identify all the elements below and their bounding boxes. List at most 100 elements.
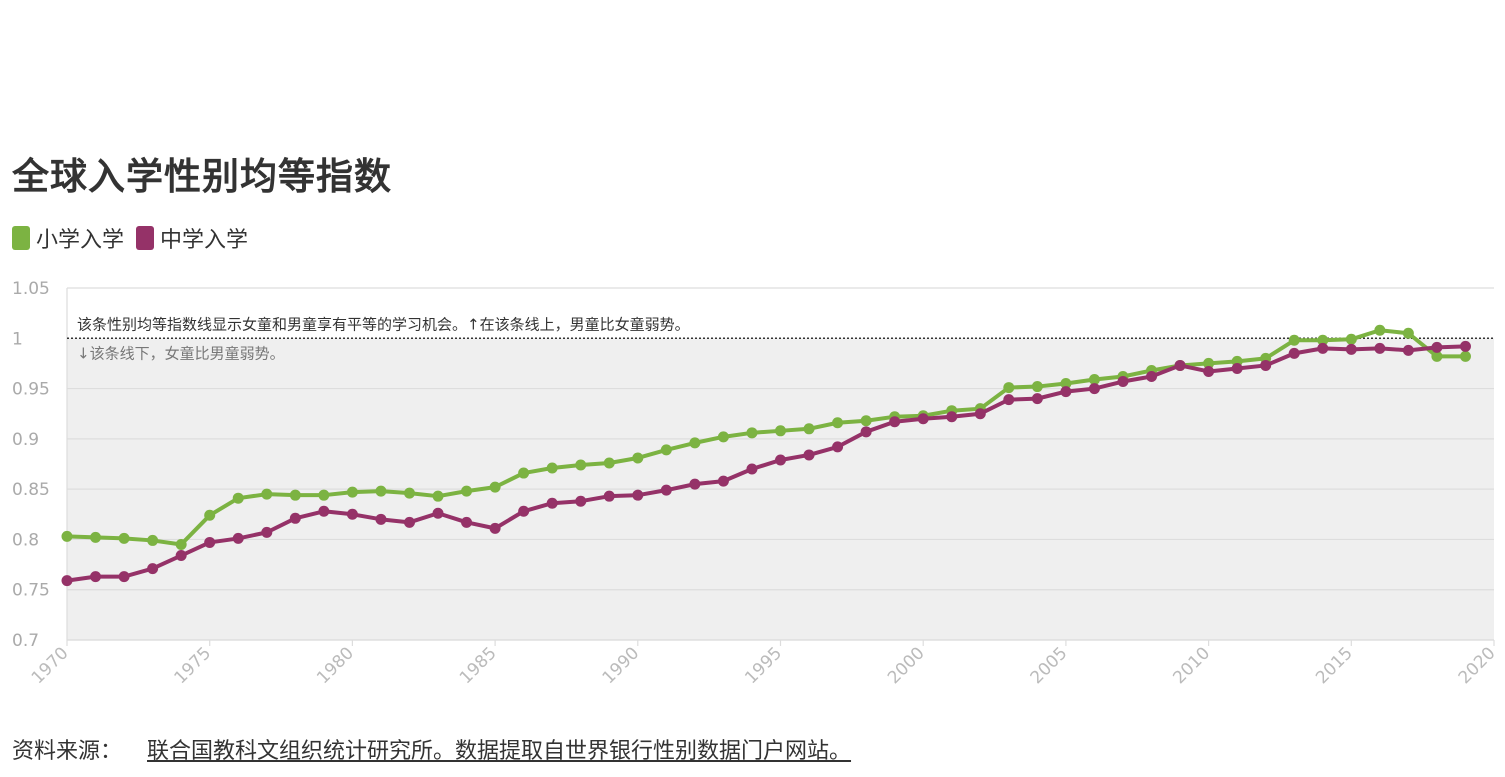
data-point[interactable] <box>660 484 672 496</box>
data-point[interactable] <box>1003 394 1015 406</box>
data-point[interactable] <box>204 536 216 548</box>
data-point[interactable] <box>90 531 102 543</box>
data-point[interactable] <box>375 513 387 525</box>
data-point[interactable] <box>832 417 844 429</box>
data-point[interactable] <box>375 485 387 497</box>
data-point[interactable] <box>175 538 187 550</box>
data-point[interactable] <box>1317 342 1329 354</box>
data-point[interactable] <box>432 507 444 519</box>
data-point[interactable] <box>232 492 244 504</box>
data-point[interactable] <box>346 486 358 498</box>
data-point[interactable] <box>974 408 986 420</box>
data-point[interactable] <box>689 478 701 490</box>
data-point[interactable] <box>1117 376 1129 388</box>
source-link[interactable]: 联合国教科文组织统计研究所。数据提取自世界银行性别数据门户网站。 <box>147 739 852 764</box>
data-point[interactable] <box>603 457 615 469</box>
data-point[interactable] <box>946 411 958 423</box>
data-point[interactable] <box>603 490 615 502</box>
data-point[interactable] <box>803 423 815 435</box>
data-point[interactable] <box>1345 333 1357 345</box>
y-tick-label: 0.85 <box>12 480 50 500</box>
data-point[interactable] <box>289 512 301 524</box>
data-point[interactable] <box>775 425 786 437</box>
data-point[interactable] <box>489 481 501 493</box>
data-point[interactable] <box>118 532 130 544</box>
data-point[interactable] <box>632 489 644 501</box>
data-point[interactable] <box>917 413 929 425</box>
y-tick-label: 0.75 <box>12 581 50 601</box>
data-point[interactable] <box>518 505 530 517</box>
data-point[interactable] <box>346 508 358 520</box>
data-point[interactable] <box>546 497 558 509</box>
data-point[interactable] <box>689 437 701 449</box>
data-point[interactable] <box>860 415 872 427</box>
data-point[interactable] <box>90 571 102 583</box>
y-tick-label: 0.7 <box>12 631 39 651</box>
data-point[interactable] <box>403 487 415 499</box>
data-point[interactable] <box>1317 334 1329 346</box>
data-point[interactable] <box>717 475 729 487</box>
data-point[interactable] <box>261 488 273 500</box>
data-point[interactable] <box>660 444 672 456</box>
data-point[interactable] <box>147 563 159 575</box>
data-point[interactable] <box>147 534 159 546</box>
data-point[interactable] <box>832 441 844 453</box>
data-point[interactable] <box>860 426 872 438</box>
data-point[interactable] <box>746 463 758 475</box>
data-point[interactable] <box>289 489 301 501</box>
data-point[interactable] <box>1459 340 1471 352</box>
data-point[interactable] <box>518 467 530 479</box>
data-point[interactable] <box>1260 359 1272 371</box>
data-point[interactable] <box>632 452 644 464</box>
data-point[interactable] <box>1088 383 1100 395</box>
data-point[interactable] <box>1231 362 1243 374</box>
data-point[interactable] <box>1146 371 1158 383</box>
data-point[interactable] <box>1431 350 1443 362</box>
data-point[interactable] <box>1031 393 1043 405</box>
data-point[interactable] <box>318 505 330 517</box>
legend-item-secondary[interactable]: 中学入学 <box>136 222 248 254</box>
data-point[interactable] <box>403 516 415 528</box>
data-point[interactable] <box>461 485 473 497</box>
data-point[interactable] <box>1174 359 1186 371</box>
data-point[interactable] <box>803 449 815 461</box>
data-point[interactable] <box>489 522 501 534</box>
data-point[interactable] <box>261 526 273 538</box>
data-point[interactable] <box>232 532 244 544</box>
legend-swatch-secondary <box>136 226 155 250</box>
data-point[interactable] <box>204 509 216 521</box>
data-point[interactable] <box>1402 327 1414 339</box>
data-point[interactable] <box>546 462 558 474</box>
data-point[interactable] <box>717 431 729 443</box>
data-point[interactable] <box>318 489 330 501</box>
data-point[interactable] <box>432 490 444 502</box>
data-point[interactable] <box>1031 381 1043 393</box>
data-point[interactable] <box>175 550 187 562</box>
legend-label-primary: 小学入学 <box>36 228 125 253</box>
data-point[interactable] <box>61 575 73 587</box>
data-point[interactable] <box>889 416 901 428</box>
data-point[interactable] <box>1459 350 1471 362</box>
data-point[interactable] <box>1345 343 1357 355</box>
data-point[interactable] <box>1203 365 1215 377</box>
data-point[interactable] <box>118 571 130 583</box>
data-point[interactable] <box>775 454 786 466</box>
data-point[interactable] <box>1288 334 1300 346</box>
data-point[interactable] <box>1288 347 1300 359</box>
data-point[interactable] <box>1374 324 1386 336</box>
data-point[interactable] <box>1060 386 1072 398</box>
data-point[interactable] <box>61 530 73 542</box>
data-point[interactable] <box>1060 378 1072 390</box>
data-point[interactable] <box>1402 344 1414 356</box>
data-point[interactable] <box>461 516 473 528</box>
data-point[interactable] <box>1003 382 1015 394</box>
data-point[interactable] <box>746 427 758 439</box>
data-point[interactable] <box>1431 341 1443 353</box>
data-point[interactable] <box>1203 357 1215 369</box>
data-point[interactable] <box>575 459 587 471</box>
data-point[interactable] <box>1088 374 1100 386</box>
data-point[interactable] <box>575 495 587 507</box>
data-point[interactable] <box>1374 342 1386 354</box>
y-tick-label: 0.95 <box>12 380 50 400</box>
legend-item-primary[interactable]: 小学入学 <box>12 222 124 254</box>
